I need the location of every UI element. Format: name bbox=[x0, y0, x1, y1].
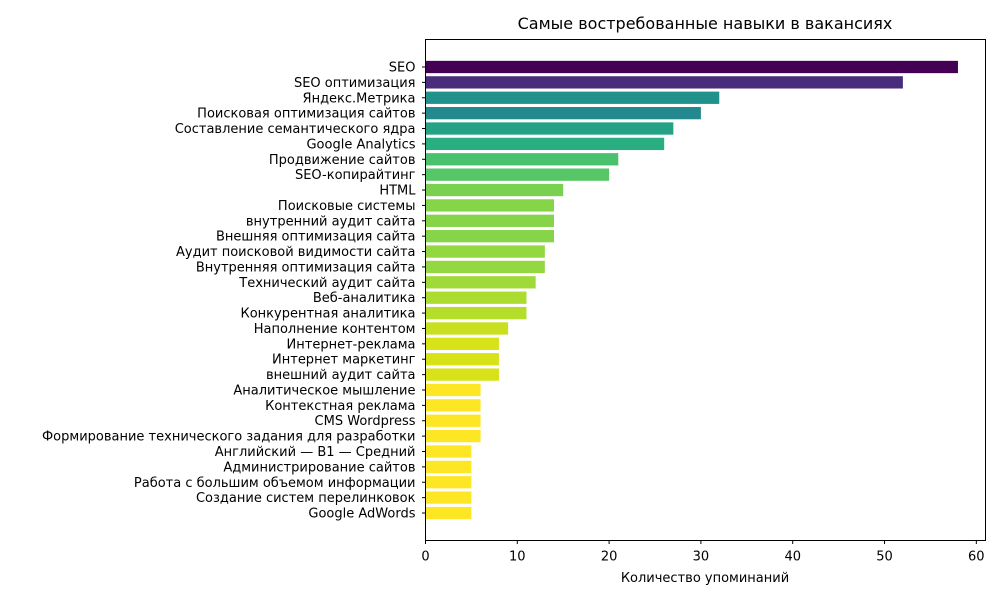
y-tick-label: Внутренняя оптимизация сайта bbox=[196, 260, 416, 275]
bar-7 bbox=[425, 153, 619, 166]
bar-10 bbox=[425, 199, 555, 212]
bar-23 bbox=[425, 399, 481, 412]
bar-18 bbox=[425, 322, 509, 335]
bar-22 bbox=[425, 383, 481, 397]
y-tick-label: Аналитическое мышление bbox=[233, 383, 415, 398]
bar-11 bbox=[425, 214, 555, 227]
y-tick-label: Google AdWords bbox=[308, 507, 415, 522]
y-tick-label: Создание систем перелинковок bbox=[196, 491, 416, 506]
bar-21 bbox=[425, 368, 499, 381]
bar-29 bbox=[425, 491, 472, 504]
bar-15 bbox=[425, 276, 536, 289]
y-tick-label: SEO оптимизация bbox=[294, 76, 416, 91]
bar-26 bbox=[425, 445, 472, 458]
y-tick-label: Интернет маркетинг bbox=[272, 353, 416, 368]
bar-30 bbox=[425, 506, 472, 520]
y-tick-label: Формирование технического задания для ра… bbox=[42, 430, 416, 445]
y-tick-label: Английский — B1 — Средний bbox=[215, 445, 416, 460]
bar-8 bbox=[425, 168, 610, 181]
y-tick-label: Работа с большим объемом информации bbox=[134, 476, 416, 491]
y-tick-label: Конкурентная аналитика bbox=[241, 307, 416, 322]
bar-1 bbox=[425, 60, 958, 74]
x-tick-label: 10 bbox=[509, 550, 526, 565]
chart-title: Самые востребованные навыки в вакансиях bbox=[518, 14, 893, 33]
bar-16 bbox=[425, 291, 527, 304]
y-tick-label: SEO-копирайтинг bbox=[295, 168, 416, 183]
y-tick-label: внешний аудит сайта bbox=[266, 368, 416, 383]
y-tick-label: Google Analytics bbox=[306, 137, 415, 152]
bar-25 bbox=[425, 429, 481, 443]
bar-20 bbox=[425, 353, 499, 366]
y-tick-label: Контекстная реклама bbox=[265, 399, 415, 414]
y-tick-label: SEO bbox=[389, 61, 416, 76]
bar-13 bbox=[425, 245, 545, 258]
bar-19 bbox=[425, 337, 499, 350]
x-tick-label: 20 bbox=[601, 550, 618, 565]
y-tick-label: Поисковые системы bbox=[278, 199, 416, 214]
y-tick-label: Поисковая оптимизация сайтов bbox=[197, 107, 415, 122]
bar-14 bbox=[425, 260, 545, 274]
y-tick-label: Интернет-реклама bbox=[287, 337, 416, 352]
bar-9 bbox=[425, 183, 564, 197]
x-tick-label: 0 bbox=[421, 550, 429, 565]
y-tick-label: Аудит поисковой видимости сайта bbox=[176, 245, 416, 260]
bar-3 bbox=[425, 91, 720, 104]
y-tick-label: Составление семантического ядра bbox=[175, 122, 416, 137]
y-tick-label: CMS Wordpress bbox=[315, 414, 416, 429]
bar-4 bbox=[425, 106, 701, 120]
bar-6 bbox=[425, 137, 665, 151]
bars-group bbox=[425, 60, 958, 520]
bar-24 bbox=[425, 414, 481, 427]
x-tick-label: 60 bbox=[968, 550, 985, 565]
y-tick-label: Яндекс.Метрика bbox=[303, 91, 416, 106]
bar-27 bbox=[425, 460, 472, 474]
x-axis-label: Количество упоминаний bbox=[621, 571, 789, 586]
bar-2 bbox=[425, 76, 903, 89]
y-tick-label: Внешняя оптимизация сайта bbox=[216, 230, 416, 245]
bar-12 bbox=[425, 230, 555, 243]
y-tick-label: Продвижение сайтов bbox=[269, 153, 416, 168]
plot-frame bbox=[425, 39, 986, 541]
y-tick-label: HTML bbox=[379, 184, 416, 199]
bar-5 bbox=[425, 122, 674, 135]
bar-17 bbox=[425, 306, 527, 320]
x-axis-ticks: 0 10 20 30 40 50 60 bbox=[421, 540, 985, 565]
y-tick-label: Наполнение контентом bbox=[254, 322, 416, 337]
x-tick-label: 30 bbox=[693, 550, 710, 565]
bar-28 bbox=[425, 476, 472, 489]
y-tick-label: Технический аудит сайта bbox=[238, 276, 415, 291]
x-tick-label: 50 bbox=[876, 550, 893, 565]
x-tick-label: 40 bbox=[784, 550, 801, 565]
y-tick-label: внутренний аудит сайта bbox=[246, 214, 416, 229]
y-tick-label: Веб-аналитика bbox=[313, 291, 416, 306]
y-tick-label: Администрирование сайтов bbox=[223, 460, 415, 475]
